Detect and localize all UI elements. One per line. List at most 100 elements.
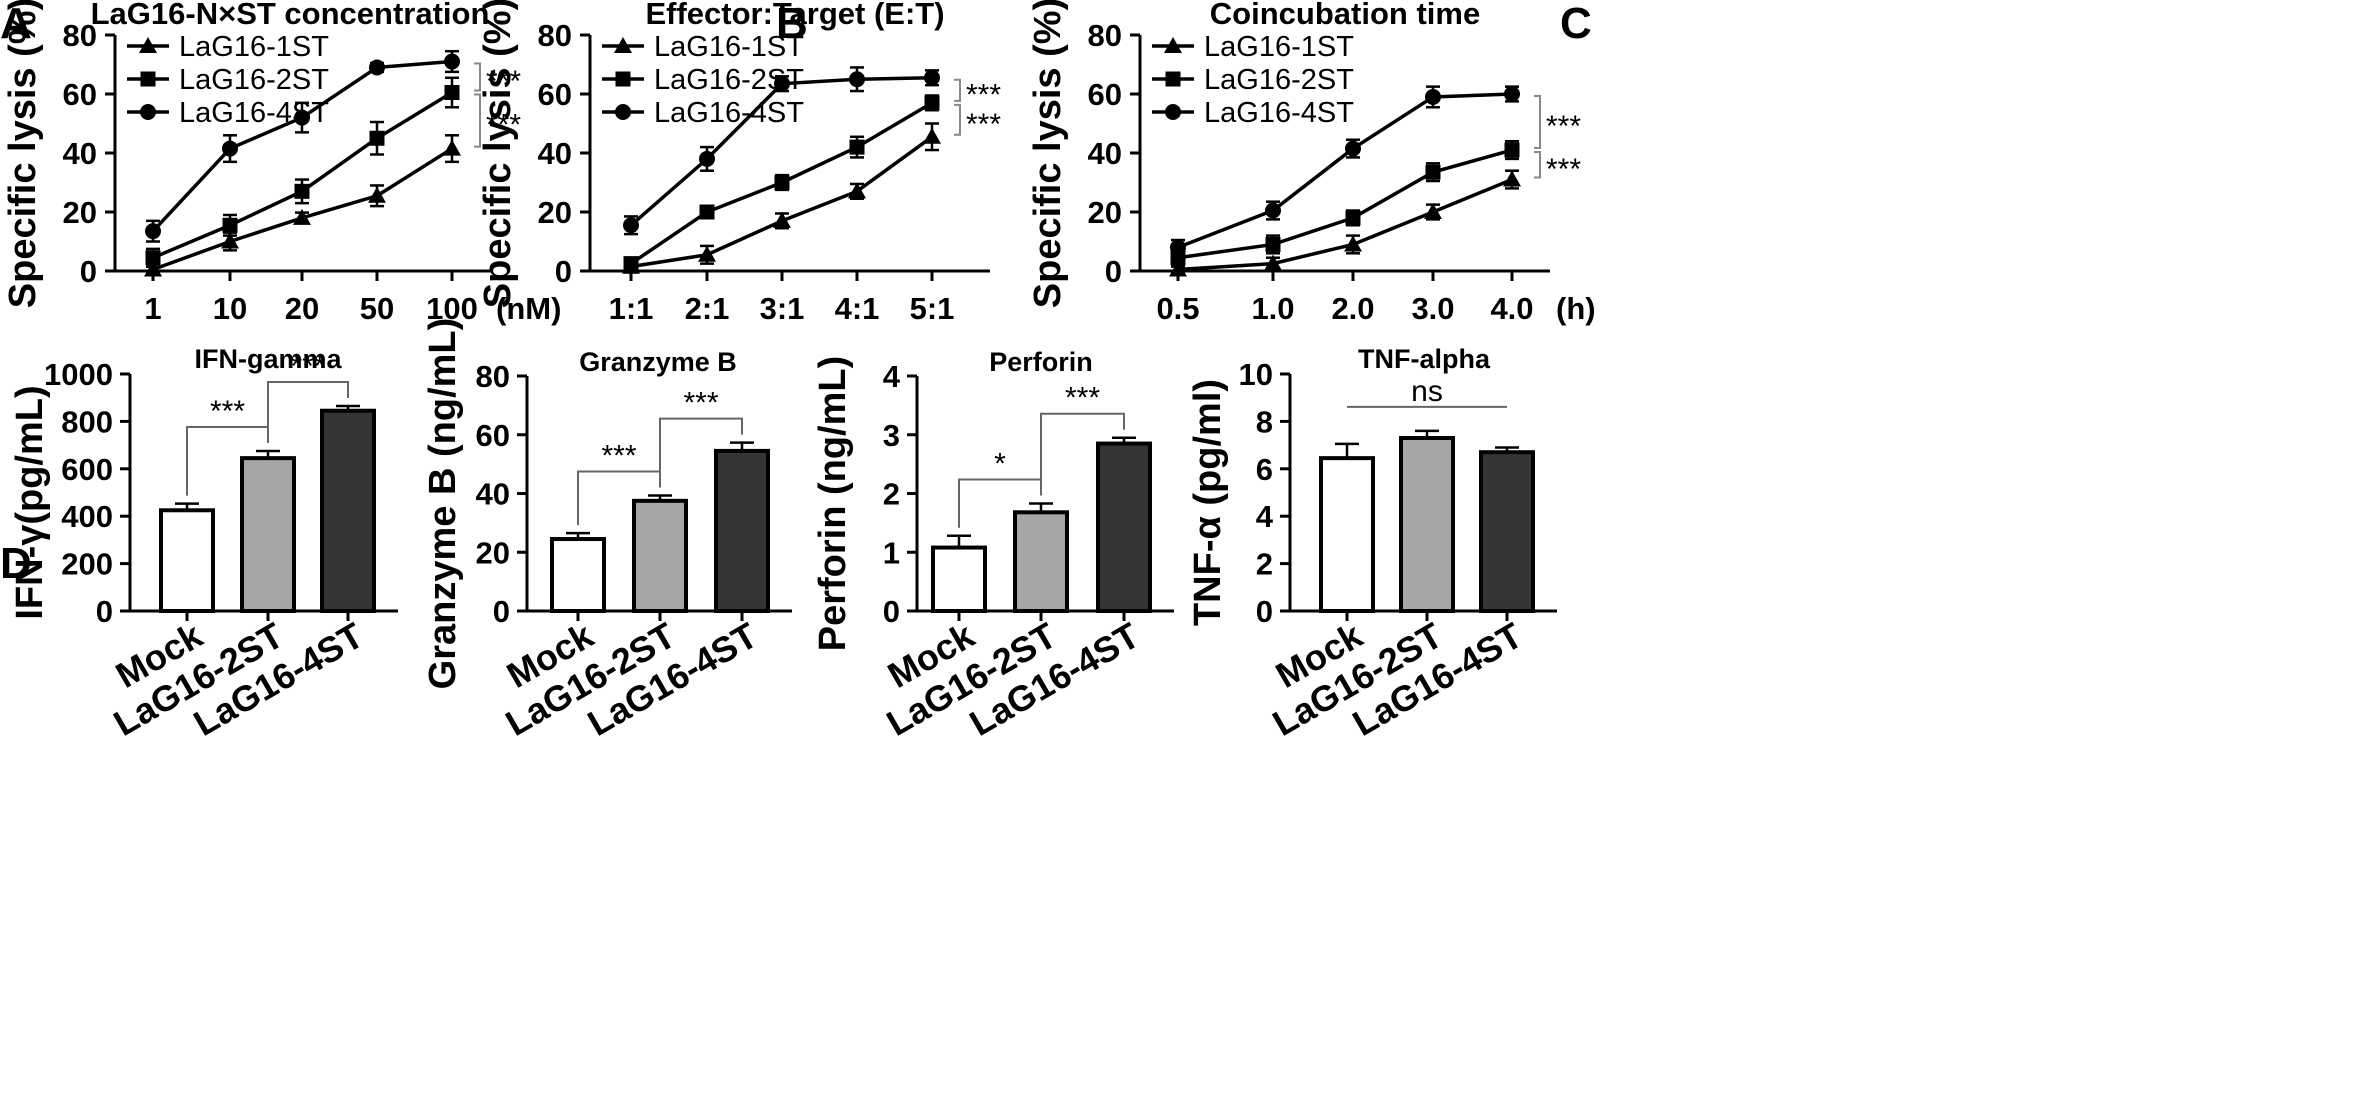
legend-label: LaG16-4ST xyxy=(1204,97,1354,129)
data-point-2 xyxy=(773,211,791,228)
data-point-3 xyxy=(849,71,865,88)
data-point-4 xyxy=(924,69,940,86)
data-point-3 xyxy=(1425,164,1441,180)
legend-label: LaG16-4ST xyxy=(179,97,329,129)
x-tick-label: 4.0 xyxy=(1490,291,1533,326)
significance-label: *** xyxy=(601,440,636,473)
y-tick-label: 40 xyxy=(63,136,97,171)
panel-letter-d: D xyxy=(0,539,32,588)
y-tick-label: 0 xyxy=(1256,594,1273,629)
data-point-3 xyxy=(369,130,385,146)
significance-label: *** xyxy=(966,78,1001,111)
legend-label: LaG16-4ST xyxy=(654,97,804,129)
data-point-legend xyxy=(615,71,631,87)
y-axis-label: TNF-α (pg/ml) xyxy=(1187,379,1229,626)
series-lag16-1st xyxy=(144,134,461,277)
x-tick-label: 20 xyxy=(285,291,319,326)
significance-label: * xyxy=(994,447,1006,480)
bar-lag16-2st xyxy=(632,498,688,613)
series-lag16-2st xyxy=(623,94,940,272)
y-tick-label: 3 xyxy=(883,418,900,453)
chart-title: Granzyme B xyxy=(579,347,737,377)
bar-lag16-4st xyxy=(1096,441,1152,613)
panel-letter-a: A xyxy=(0,0,32,48)
y-tick-label: 200 xyxy=(61,547,113,582)
chart-title: IFN-gamma xyxy=(194,344,342,374)
data-point-0 xyxy=(1169,260,1187,277)
data-point-legend xyxy=(139,37,157,53)
series-line xyxy=(152,147,453,272)
x-tick-label: 4:1 xyxy=(835,291,880,326)
x-tick-label: 10 xyxy=(213,291,247,326)
data-point-legend xyxy=(1165,71,1181,87)
x-tick-label: 3:1 xyxy=(760,291,805,326)
line-chart-b: Effector:Target (E:T) 0 20 40 60 80 1:1 2:1 3:1 4… xyxy=(477,0,1001,326)
y-tick-label: 2 xyxy=(1256,547,1273,582)
series-lag16-4st xyxy=(623,66,940,236)
data-point-legend xyxy=(140,104,156,120)
bar-mock xyxy=(159,508,215,613)
data-point-1 xyxy=(699,204,715,220)
x-tick-label: 100 xyxy=(426,291,478,326)
data-point-4 xyxy=(923,127,941,144)
y-tick-label: 60 xyxy=(476,418,510,453)
chart-title: TNF-alpha xyxy=(1358,344,1491,374)
data-point-4 xyxy=(924,95,940,111)
data-point-3 xyxy=(368,186,386,203)
bar-lag16-2st xyxy=(1399,435,1455,613)
significance-label: *** xyxy=(683,387,718,420)
y-tick-label: 20 xyxy=(1088,195,1122,230)
series-lag16-2st xyxy=(1170,139,1520,267)
data-point-0 xyxy=(145,250,161,266)
series-lag16-4st xyxy=(145,49,460,243)
data-point-legend xyxy=(1164,37,1182,53)
y-axis-label: Specific lysis (%) xyxy=(2,0,44,308)
bar-lag16-2st xyxy=(240,456,296,614)
y-tick-label: 0 xyxy=(80,254,97,289)
x-tick-label: 0.5 xyxy=(1156,291,1199,326)
y-tick-label: 20 xyxy=(476,535,510,570)
y-tick-label: 2 xyxy=(883,477,900,512)
data-point-legend xyxy=(1165,104,1181,120)
data-point-3 xyxy=(1425,88,1441,105)
significance-label: *** xyxy=(290,350,325,383)
significance-bracket xyxy=(1534,95,1541,150)
data-point-4 xyxy=(1504,142,1520,158)
data-point-1 xyxy=(699,150,715,167)
line-chart-c: Coincubation time 0 20 40 60 80 0.5 1.0 2.0 3.0 4.… xyxy=(1027,0,1596,326)
y-tick-label: 0 xyxy=(1105,254,1122,289)
panel-letter-c: C xyxy=(1560,0,1592,48)
data-point-1 xyxy=(1265,236,1281,252)
significance-bracket xyxy=(474,62,481,92)
y-tick-label: 60 xyxy=(538,77,572,112)
significance-label: *** xyxy=(966,108,1001,141)
line-chart-a: LaG16-N×ST concentration 0 20 40 60 80 1 10 20 50… xyxy=(2,0,561,326)
data-point-2 xyxy=(293,208,311,225)
significance-bracket xyxy=(1040,412,1125,496)
x-unit-label: (h) xyxy=(1556,291,1596,326)
y-tick-label: 1000 xyxy=(44,357,113,392)
data-point-1 xyxy=(222,140,238,157)
data-point-3 xyxy=(848,182,866,199)
data-point-legend xyxy=(614,37,632,53)
y-tick-label: 20 xyxy=(63,195,97,230)
data-point-1 xyxy=(698,245,716,262)
legend-label: LaG16-1ST xyxy=(654,31,804,63)
y-tick-label: 0 xyxy=(555,254,572,289)
significance-bracket xyxy=(954,78,961,102)
x-tick-label: 2.0 xyxy=(1331,291,1374,326)
data-point-2 xyxy=(1345,140,1361,157)
data-point-0 xyxy=(1170,239,1186,256)
significance-label: ns xyxy=(1411,375,1443,408)
y-tick-label: 80 xyxy=(476,359,510,394)
y-tick-label: 6 xyxy=(1256,452,1273,487)
data-point-1 xyxy=(221,232,239,249)
y-tick-label: 20 xyxy=(538,195,572,230)
x-tick-label: 3.0 xyxy=(1411,291,1454,326)
bar-lag16-2st xyxy=(1013,510,1069,613)
y-tick-label: 0 xyxy=(493,594,510,629)
series-line xyxy=(1177,177,1513,272)
bar-lag16-4st xyxy=(1479,450,1535,613)
